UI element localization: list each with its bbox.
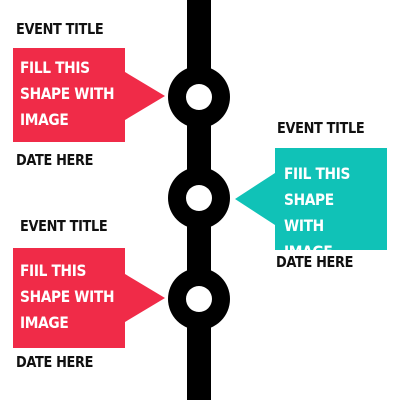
timeline-node-1-center [186,84,212,110]
event-2-date: DATE HERE [276,253,354,271]
event-1-date: DATE HERE [16,151,94,169]
event-3-date: DATE HERE [16,353,94,371]
timeline-node-3-center [186,286,212,312]
event-2-callout-shape [235,148,387,250]
event-3-title: EVENT TITLE [20,217,108,235]
timeline-node-2-center [186,185,212,211]
event-3-callout-shape [13,248,165,348]
event-1-callout[interactable]: FILL THIS SHAPE WITH IMAGE [13,48,166,142]
event-1-callout-shape [13,48,165,142]
event-2-title: EVENT TITLE [277,119,365,137]
event-1-callout-polygon [13,48,165,142]
timeline-node-2[interactable] [168,167,230,229]
event-2-callout-polygon [235,148,387,250]
event-3-callout[interactable]: FIIL THIS SHAPE WITH IMAGE [13,248,166,348]
event-2-callout[interactable]: FIIL THIS SHAPE WITH IMAGE [235,148,387,261]
timeline-node-1[interactable] [168,66,230,128]
event-1-title: EVENT TITLE [16,20,104,38]
event-1-callout-text: FILL THIS SHAPE WITH IMAGE [20,58,115,129]
timeline-node-3[interactable] [168,268,230,330]
event-3-callout-text: FIIL THIS SHAPE WITH IMAGE [20,261,115,332]
event-3-callout-polygon [13,248,165,348]
event-2-callout-text: FIIL THIS SHAPE WITH IMAGE [284,164,351,261]
